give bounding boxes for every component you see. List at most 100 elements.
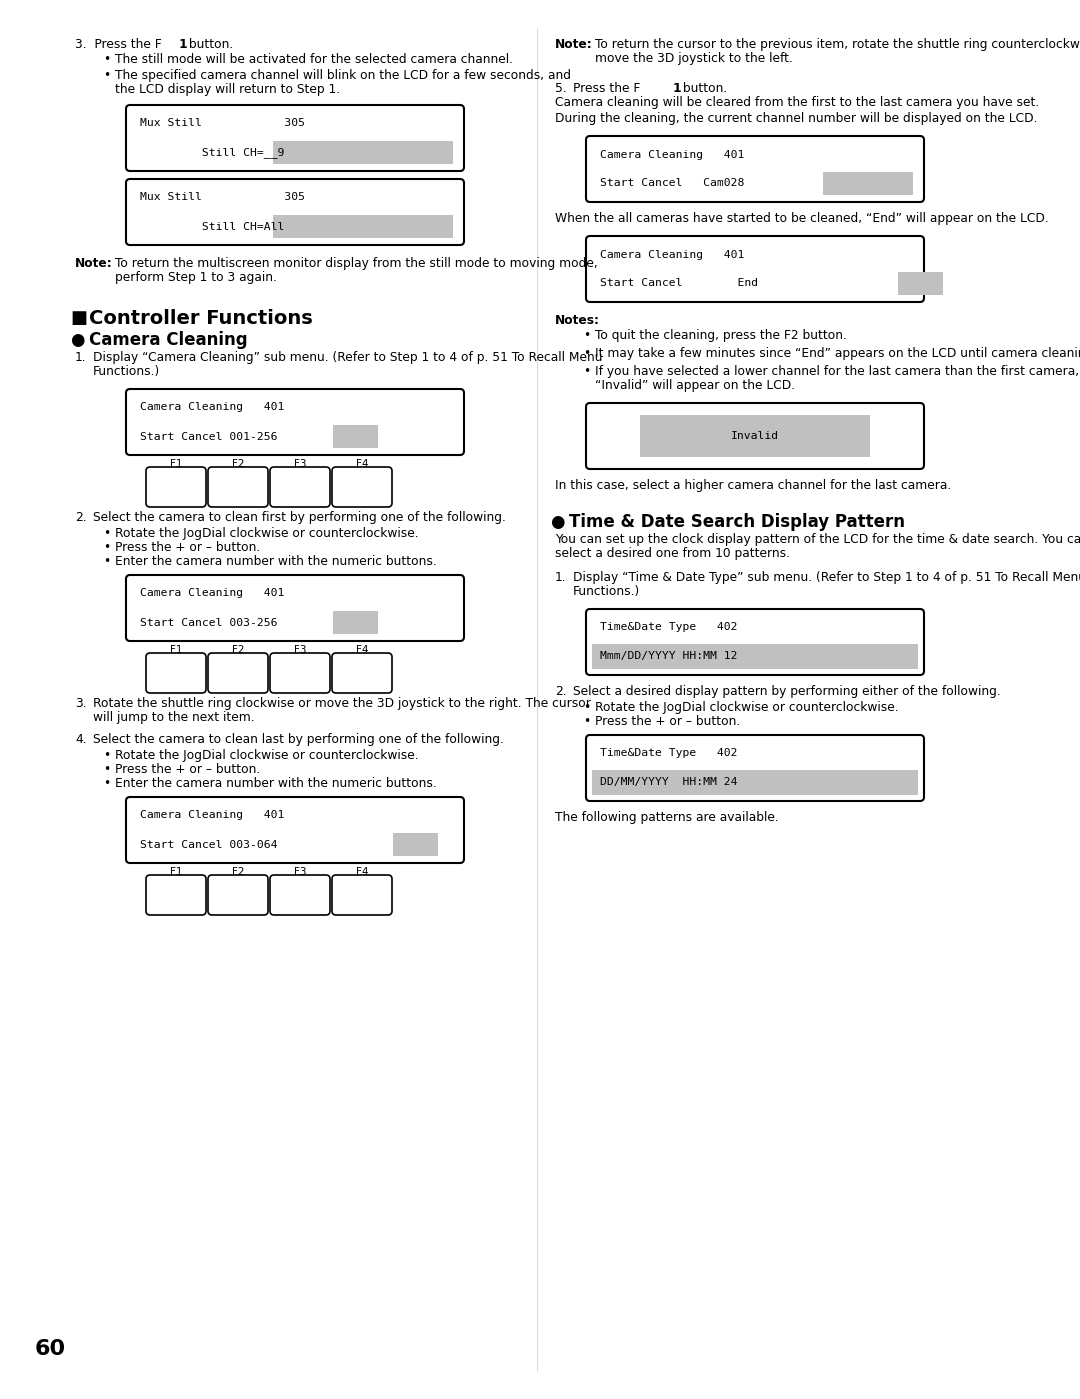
FancyBboxPatch shape bbox=[586, 403, 924, 469]
Text: F2: F2 bbox=[232, 645, 244, 655]
Text: F1: F1 bbox=[170, 867, 183, 877]
Text: Rotate the JogDial clockwise or counterclockwise.: Rotate the JogDial clockwise or counterc… bbox=[114, 748, 419, 762]
FancyBboxPatch shape bbox=[126, 797, 464, 863]
Text: Functions.): Functions.) bbox=[93, 365, 160, 378]
Text: 3.: 3. bbox=[75, 697, 86, 711]
Text: button.: button. bbox=[679, 83, 727, 95]
FancyBboxPatch shape bbox=[126, 105, 464, 171]
Text: •: • bbox=[103, 748, 110, 762]
Bar bbox=[592, 769, 918, 795]
Text: Still CH=__9: Still CH=__9 bbox=[140, 147, 284, 158]
Text: F3: F3 bbox=[294, 867, 307, 877]
Text: Still CH=All: Still CH=All bbox=[140, 221, 284, 231]
Text: move the 3D joystick to the left.: move the 3D joystick to the left. bbox=[595, 52, 793, 64]
Text: •: • bbox=[103, 69, 110, 83]
Text: Select a desired display pattern by performing either of the following.: Select a desired display pattern by perf… bbox=[573, 686, 1001, 698]
Text: The specified camera channel will blink on the LCD for a few seconds, and: The specified camera channel will blink … bbox=[114, 69, 571, 83]
FancyBboxPatch shape bbox=[208, 653, 268, 693]
Text: F4: F4 bbox=[355, 645, 368, 655]
FancyBboxPatch shape bbox=[146, 874, 206, 915]
FancyBboxPatch shape bbox=[332, 467, 392, 506]
Text: In this case, select a higher camera channel for the last camera.: In this case, select a higher camera cha… bbox=[555, 478, 951, 492]
Text: Controller Functions: Controller Functions bbox=[89, 309, 313, 327]
Text: Enter the camera number with the numeric buttons.: Enter the camera number with the numeric… bbox=[114, 776, 436, 790]
Text: F2: F2 bbox=[232, 867, 244, 877]
Text: Rotate the JogDial clockwise or counterclockwise.: Rotate the JogDial clockwise or counterc… bbox=[114, 527, 419, 540]
Text: F1: F1 bbox=[170, 645, 183, 655]
Text: Start Cancel 003-064: Start Cancel 003-064 bbox=[140, 839, 278, 849]
Bar bbox=[823, 172, 913, 194]
Text: Press the + or – button.: Press the + or – button. bbox=[114, 762, 260, 776]
Bar bbox=[393, 832, 438, 856]
Text: DD/MM/YYYY  HH:MM 24: DD/MM/YYYY HH:MM 24 bbox=[600, 778, 738, 788]
Text: •: • bbox=[583, 701, 591, 713]
Text: Start Cancel        End: Start Cancel End bbox=[600, 278, 758, 288]
FancyBboxPatch shape bbox=[332, 653, 392, 693]
Text: F4: F4 bbox=[355, 459, 368, 469]
Text: Camera cleaning will be cleared from the first to the last camera you have set.: Camera cleaning will be cleared from the… bbox=[555, 97, 1039, 109]
Text: Mux Still            305: Mux Still 305 bbox=[140, 193, 305, 203]
Bar bbox=[640, 416, 870, 457]
Text: perform Step 1 to 3 again.: perform Step 1 to 3 again. bbox=[114, 271, 276, 284]
Text: 3.  Press the F: 3. Press the F bbox=[75, 38, 162, 50]
Text: •: • bbox=[103, 555, 110, 568]
Bar bbox=[333, 425, 378, 448]
FancyBboxPatch shape bbox=[208, 467, 268, 506]
FancyBboxPatch shape bbox=[586, 236, 924, 302]
Text: Time & Date Search Display Pattern: Time & Date Search Display Pattern bbox=[569, 513, 905, 532]
Text: •: • bbox=[103, 527, 110, 540]
Text: Press the + or – button.: Press the + or – button. bbox=[114, 541, 260, 554]
Text: button.: button. bbox=[185, 38, 233, 50]
Text: 2.: 2. bbox=[75, 511, 86, 525]
FancyBboxPatch shape bbox=[586, 136, 924, 201]
Text: Note:: Note: bbox=[75, 257, 112, 270]
Text: •: • bbox=[583, 715, 591, 727]
FancyBboxPatch shape bbox=[126, 389, 464, 455]
Text: It may take a few minutes since “End” appears on the LCD until camera cleaning e: It may take a few minutes since “End” ap… bbox=[595, 347, 1080, 360]
Text: To return the multiscreen monitor display from the still mode to moving mode,: To return the multiscreen monitor displa… bbox=[114, 257, 597, 270]
Text: Rotate the JogDial clockwise or counterclockwise.: Rotate the JogDial clockwise or counterc… bbox=[595, 701, 899, 713]
FancyBboxPatch shape bbox=[126, 179, 464, 245]
Text: •: • bbox=[583, 329, 591, 341]
Text: When the all cameras have started to be cleaned, “End” will appear on the LCD.: When the all cameras have started to be … bbox=[555, 213, 1049, 225]
Text: 1: 1 bbox=[673, 83, 681, 95]
Text: Mmm/DD/YYYY HH:MM 12: Mmm/DD/YYYY HH:MM 12 bbox=[600, 652, 738, 662]
Text: Start Cancel 003-256: Start Cancel 003-256 bbox=[140, 617, 278, 628]
Bar bbox=[592, 644, 918, 669]
Text: 1.: 1. bbox=[75, 351, 86, 364]
Text: You can set up the clock display pattern of the LCD for the time & date search. : You can set up the clock display pattern… bbox=[555, 533, 1080, 546]
Text: Time&Date Type   402: Time&Date Type 402 bbox=[600, 748, 738, 758]
Bar bbox=[273, 215, 453, 238]
Text: 2.: 2. bbox=[555, 686, 567, 698]
Text: select a desired one from 10 patterns.: select a desired one from 10 patterns. bbox=[555, 547, 789, 560]
Text: Invalid: Invalid bbox=[731, 431, 779, 441]
Bar bbox=[273, 141, 453, 164]
FancyBboxPatch shape bbox=[270, 653, 330, 693]
Text: 4.: 4. bbox=[75, 733, 86, 746]
FancyBboxPatch shape bbox=[208, 874, 268, 915]
Text: Camera Cleaning   401: Camera Cleaning 401 bbox=[140, 810, 284, 820]
Text: Press the + or – button.: Press the + or – button. bbox=[595, 715, 740, 727]
Text: Time&Date Type   402: Time&Date Type 402 bbox=[600, 623, 738, 632]
Text: will jump to the next item.: will jump to the next item. bbox=[93, 711, 255, 725]
Text: F3: F3 bbox=[294, 645, 307, 655]
Text: •: • bbox=[583, 347, 591, 360]
Text: 1: 1 bbox=[179, 38, 188, 50]
FancyBboxPatch shape bbox=[146, 653, 206, 693]
Text: Display “Time & Date Type” sub menu. (Refer to Step 1 to 4 of p. 51 To Recall Me: Display “Time & Date Type” sub menu. (Re… bbox=[573, 571, 1080, 583]
Text: To return the cursor to the previous item, rotate the shuttle ring counterclockw: To return the cursor to the previous ite… bbox=[595, 38, 1080, 50]
Text: Select the camera to clean last by performing one of the following.: Select the camera to clean last by perfo… bbox=[93, 733, 504, 746]
Text: If you have selected a lower channel for the last camera than the first camera,: If you have selected a lower channel for… bbox=[595, 365, 1079, 378]
FancyBboxPatch shape bbox=[270, 467, 330, 506]
Text: 1.: 1. bbox=[555, 571, 567, 583]
Text: Functions.): Functions.) bbox=[573, 585, 640, 597]
Text: F3: F3 bbox=[294, 459, 307, 469]
Text: During the cleaning, the current channel number will be displayed on the LCD.: During the cleaning, the current channel… bbox=[555, 112, 1038, 125]
Text: To quit the cleaning, press the F2 button.: To quit the cleaning, press the F2 butto… bbox=[595, 329, 847, 341]
Text: •: • bbox=[103, 776, 110, 790]
Text: Camera Cleaning   401: Camera Cleaning 401 bbox=[140, 403, 284, 413]
Text: ■: ■ bbox=[70, 309, 87, 327]
Text: •: • bbox=[583, 365, 591, 378]
Text: Start Cancel 001-256: Start Cancel 001-256 bbox=[140, 431, 278, 442]
FancyBboxPatch shape bbox=[146, 467, 206, 506]
